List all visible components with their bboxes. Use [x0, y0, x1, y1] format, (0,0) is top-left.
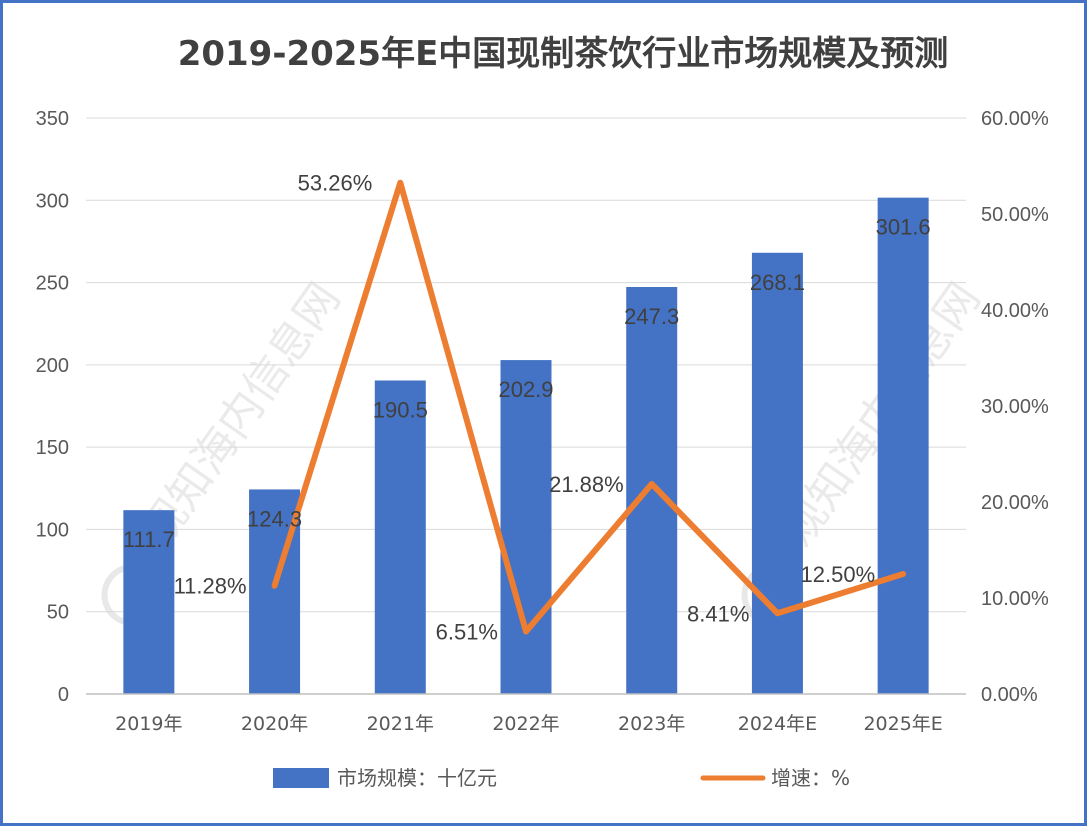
bar-data-label: 247.3 — [624, 304, 679, 329]
line-data-label: 21.88% — [549, 472, 624, 497]
y-right-tick-label: 0.00% — [981, 684, 1038, 706]
y-right-tick-label: 40.00% — [981, 300, 1049, 322]
bar-data-label: 190.5 — [373, 397, 428, 422]
x-tick-label: 2022年 — [492, 713, 559, 735]
legend-label-bar: 市场规模：十亿元 — [337, 766, 497, 790]
y-left-tick-label: 300 — [36, 190, 69, 212]
line-data-label: 6.51% — [436, 620, 498, 645]
legend-swatch-bar — [273, 768, 329, 788]
line-data-label: 53.26% — [298, 171, 373, 196]
x-tick-label: 2021年 — [367, 713, 434, 735]
chart-title: 2019-2025年E中国现制茶饮行业市场规模及预测 — [178, 34, 949, 74]
x-tick-label: 2020年 — [241, 713, 308, 735]
data-labels: 111.7 124.3 190.5 202.9 247.3 268.1 301.6 11.28… — [123, 171, 931, 645]
legend-label-line: 增速：% — [771, 766, 850, 790]
axes: 0 50 100 150 200 250 300 350 0.00% 10.00% 20.00% 30… — [36, 108, 1049, 735]
y-right-tick-label: 50.00% — [981, 204, 1049, 226]
y-left-tick-label: 350 — [36, 108, 69, 130]
bar-data-label: 268.1 — [750, 270, 805, 295]
bar — [123, 510, 175, 694]
bar-data-label: 124.3 — [247, 506, 302, 531]
bar-series — [123, 197, 929, 694]
y-left-tick-label: 0 — [58, 684, 69, 706]
bar — [374, 380, 426, 694]
y-right-tick-label: 10.00% — [981, 588, 1049, 610]
bar — [877, 197, 929, 694]
x-tick-label: 2019年 — [115, 713, 182, 735]
bar — [626, 287, 678, 694]
line-data-label: 8.41% — [687, 601, 749, 626]
growth-line — [271, 179, 907, 635]
y-right-tick-label: 60.00% — [981, 108, 1049, 130]
y-left-tick-label: 200 — [36, 355, 69, 377]
bar — [751, 252, 803, 694]
line-data-label: 11.28% — [174, 574, 247, 599]
chart-svg: 2019-2025年E中国现制茶饮行业市场规模及预测 观知海内信息网观知海内信息… — [36, 34, 1049, 790]
y-left-tick-label: 150 — [36, 437, 69, 459]
y-left-tick-label: 50 — [47, 602, 69, 624]
y-left-tick-label: 250 — [36, 273, 69, 295]
x-tick-label: 2025年E — [863, 713, 942, 735]
y-right-tick-label: 20.00% — [981, 492, 1049, 514]
bar — [500, 360, 552, 694]
bar-data-label: 202.9 — [498, 377, 553, 402]
x-tick-label: 2023年 — [618, 713, 685, 735]
bar-data-label: 111.7 — [123, 527, 175, 552]
y-left-tick-label: 100 — [36, 519, 69, 541]
y-right-tick-label: 30.00% — [981, 396, 1049, 418]
legend: 市场规模：十亿元 增速：% — [273, 766, 850, 790]
bar-data-label: 301.6 — [876, 215, 931, 240]
line-data-label: 12.50% — [801, 562, 876, 587]
line-series — [271, 179, 907, 635]
x-tick-label: 2024年E — [738, 713, 817, 735]
